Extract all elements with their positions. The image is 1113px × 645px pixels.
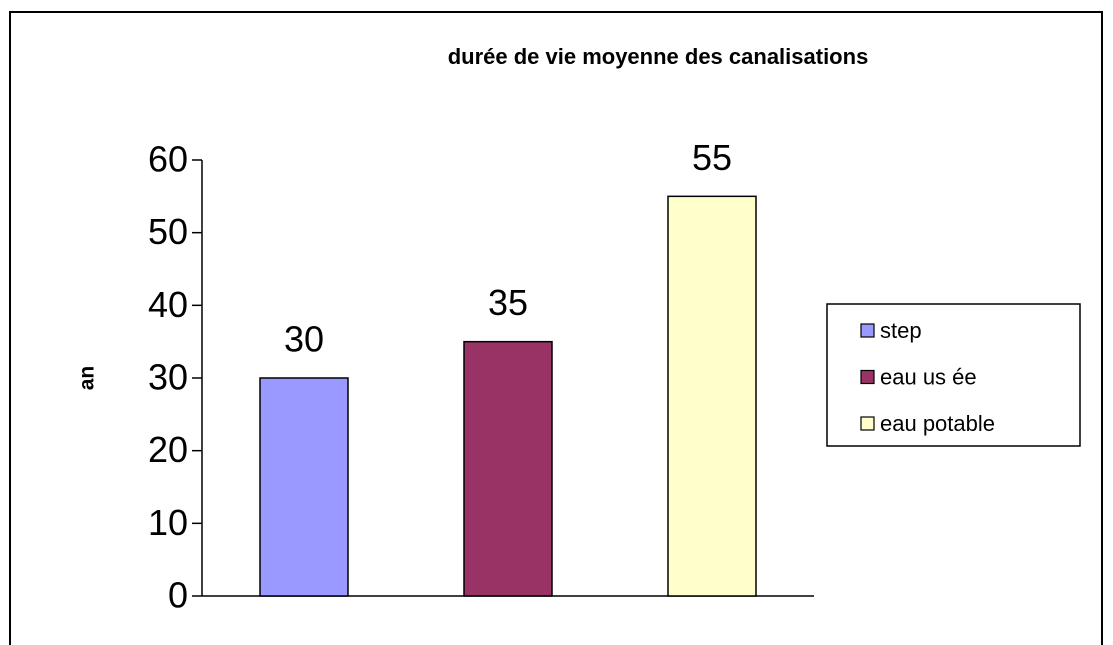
y-tick-label: 40 [148,284,188,325]
value-label: 30 [284,319,324,360]
legend-swatch [860,323,875,338]
legend-swatch [860,416,875,431]
y-tick-label: 20 [148,429,188,470]
legend-label: eau potable [880,411,995,436]
y-axis-label: an [76,366,99,391]
y-tick-label: 10 [148,502,188,543]
y-tick-label: 60 [148,139,188,180]
bar [259,377,349,597]
legend-swatch [860,369,875,385]
bar [463,340,553,597]
y-tick-label: 50 [148,211,188,252]
legend-label: step [880,318,922,343]
value-label: 35 [488,282,528,323]
value-label: 55 [692,137,732,178]
y-tick-label: 0 [168,575,188,616]
chart-title: durée de vie moyenne des canalisations [448,44,869,69]
bar [667,195,757,597]
legend-label: eau us ée [880,364,977,389]
y-tick-label: 30 [148,357,188,398]
